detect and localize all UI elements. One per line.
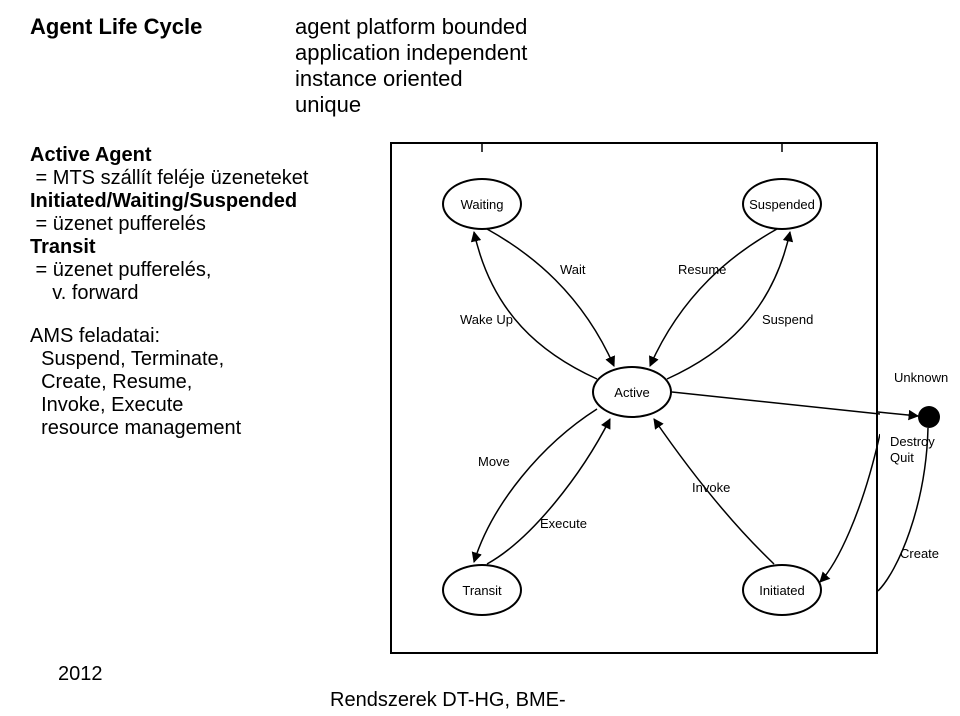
edge-execute: Execute	[540, 516, 587, 531]
header-subtitle-4: unique	[295, 92, 527, 118]
header-subtitle: agent platform bounded application indep…	[295, 14, 527, 118]
header-subtitle-1: agent platform bounded	[295, 14, 527, 40]
transit-desc-2: v. forward	[30, 282, 450, 305]
edge-move: Move	[478, 454, 510, 469]
ams-label: AMS feladatai:	[30, 325, 450, 348]
active-agent-label: Active Agent	[30, 144, 450, 167]
edge-invoke: Invoke	[692, 480, 730, 495]
ams-line-4: resource management	[30, 417, 450, 440]
edge-destroy: Destroy	[890, 434, 935, 449]
header-subtitle-3: instance oriented	[295, 66, 527, 92]
state-unknown-dot	[918, 406, 940, 428]
outside-arrows	[878, 396, 938, 616]
edge-resume: Resume	[678, 262, 726, 277]
state-transit: Transit	[442, 564, 522, 616]
ams-line-1: Suspend, Terminate,	[30, 348, 450, 371]
ams-line-3: Invoke, Execute	[30, 394, 450, 417]
transit-label: Transit	[30, 236, 450, 259]
edge-wakeup: Wake Up	[460, 312, 513, 327]
state-suspended: Suspended	[742, 178, 822, 230]
edge-quit: Quit	[890, 450, 914, 465]
state-unknown-label: Unknown	[894, 370, 948, 385]
active-agent-desc: = MTS szállít feléje üzeneteket	[30, 167, 450, 190]
footer-text: Rendszerek DT-HG, BME-	[330, 689, 566, 712]
header-subtitle-2: application independent	[295, 40, 527, 66]
state-active: Active	[592, 366, 672, 418]
edge-suspend: Suspend	[762, 312, 813, 327]
iws-label: Initiated/Waiting/Suspended	[30, 190, 450, 213]
edge-wait: Wait	[560, 262, 586, 277]
edge-create: Create	[900, 546, 939, 561]
state-initiated: Initiated	[742, 564, 822, 616]
state-diagram: Waiting Suspended Active Transit Initiat…	[390, 142, 878, 654]
transit-desc-1: = üzenet pufferelés,	[30, 259, 450, 282]
iws-desc: = üzenet pufferelés	[30, 213, 450, 236]
ams-line-2: Create, Resume,	[30, 371, 450, 394]
footer-year: 2012	[58, 663, 103, 686]
state-waiting: Waiting	[442, 178, 522, 230]
